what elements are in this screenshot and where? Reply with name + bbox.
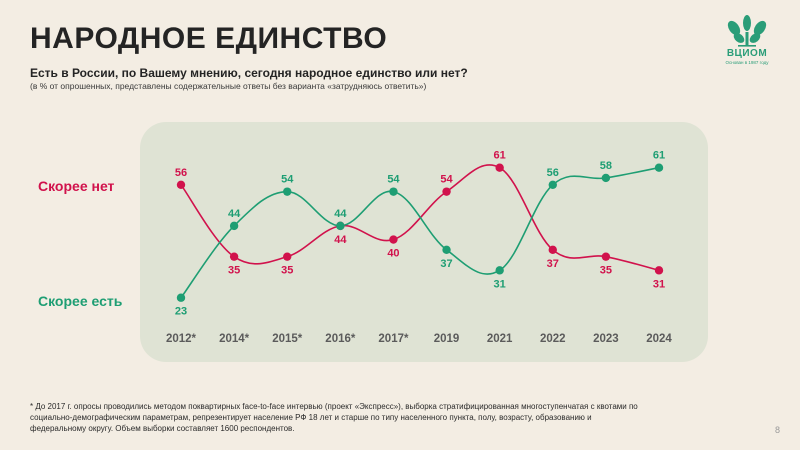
data-label: 31: [653, 278, 665, 290]
x-tick-label: 2023: [593, 333, 619, 345]
data-label: 44: [228, 208, 241, 220]
data-label: 44: [334, 208, 347, 220]
data-point: [654, 163, 664, 172]
series-label-yes: Скорее есть: [38, 293, 123, 309]
data-point: [495, 163, 504, 172]
data-label: 31: [494, 278, 506, 290]
page-title: НАРОДНОЕ ЕДИНСТВО: [30, 22, 388, 55]
data-label: 56: [547, 167, 559, 179]
data-label: 54: [440, 174, 453, 186]
data-label: 37: [440, 258, 452, 270]
data-point: [442, 245, 451, 255]
series-line-0: [180, 164, 660, 272]
data-point: [548, 245, 557, 255]
data-point: [283, 252, 292, 261]
data-label: 44: [334, 234, 347, 246]
data-label: 61: [653, 150, 665, 162]
x-tick-label: 2016*: [325, 333, 356, 345]
x-tick-label: 2015*: [272, 333, 303, 345]
data-label: 54: [281, 174, 294, 186]
tree-logo-icon: [727, 15, 767, 47]
data-point: [495, 266, 504, 275]
data-label: 35: [281, 265, 293, 277]
survey-note: (в % от опрошенных, представлены содержа…: [30, 81, 427, 91]
series-label-no: Скорее нет: [38, 178, 115, 194]
chart-panel: [140, 122, 708, 362]
x-tick-label: 2021: [487, 333, 513, 345]
data-point: [548, 180, 557, 189]
data-label: 40: [387, 248, 399, 260]
data-point: [336, 221, 345, 231]
data-point: [176, 180, 186, 189]
x-tick-label: 2012*: [166, 333, 197, 345]
data-point: [654, 266, 664, 275]
x-tick-label: 2024: [646, 333, 672, 345]
data-label: 35: [228, 265, 240, 277]
survey-question: Есть в России, по Вашему мнению, сегодня…: [30, 66, 468, 80]
data-point: [601, 173, 611, 183]
data-point: [389, 187, 398, 196]
data-point: [176, 293, 186, 302]
data-point: [601, 252, 611, 261]
data-label: 35: [600, 265, 612, 277]
x-tick-label: 2019: [434, 333, 460, 345]
logo-tagline: Основан в 1987 году: [725, 60, 769, 65]
series-line-1: [180, 166, 660, 299]
data-label: 56: [175, 167, 187, 179]
data-label: 58: [600, 160, 612, 172]
data-point: [229, 221, 239, 231]
data-point: [389, 235, 398, 244]
x-tick-label: 2017*: [378, 333, 409, 345]
x-tick-label: 2022: [540, 333, 566, 345]
data-label: 61: [494, 150, 506, 162]
page-number: 8: [775, 425, 781, 435]
x-tick-label: 2014*: [219, 333, 250, 345]
data-label: 37: [547, 258, 559, 270]
data-point: [442, 187, 451, 196]
logo-name: ВЦИОМ: [726, 48, 768, 59]
data-point: [229, 252, 239, 261]
data-point: [283, 187, 292, 196]
data-label: 54: [387, 174, 400, 186]
data-label: 23: [175, 306, 187, 318]
footnote: * До 2017 г. опросы проводились методом …: [30, 402, 638, 433]
